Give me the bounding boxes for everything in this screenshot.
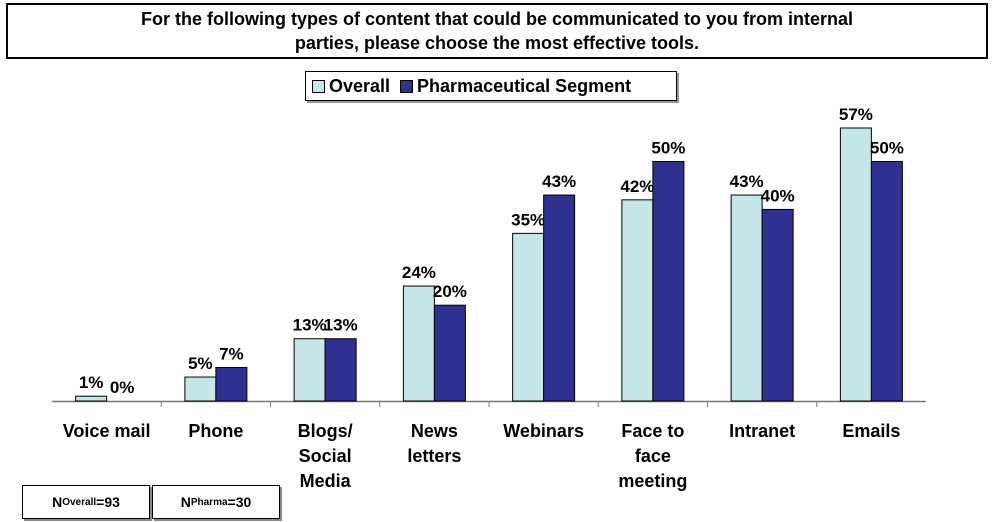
- n-pharma-sub: Pharma: [190, 496, 228, 508]
- x-tick-label: News: [411, 421, 458, 441]
- n-overall-suffix: =93: [96, 494, 120, 510]
- x-tick-label: Blogs/: [298, 421, 353, 441]
- bar-overall: [839, 127, 872, 402]
- data-label-pharma: 50%: [651, 139, 685, 158]
- legend-label-overall: Overall: [329, 75, 391, 96]
- bar-overall: [730, 194, 763, 402]
- x-tick-label: Intranet: [729, 421, 795, 441]
- data-label-overall: 57%: [839, 105, 873, 124]
- bar-pharma: [761, 208, 794, 402]
- n-overall-prefix: N: [52, 494, 63, 510]
- bar-overall: [512, 232, 545, 402]
- legend-item-overall: Overall: [312, 76, 390, 97]
- x-tick-label: face: [635, 446, 671, 466]
- legend-swatch-pharma: [400, 79, 414, 93]
- data-label-overall: 43%: [730, 172, 764, 191]
- bar-overall: [293, 338, 326, 402]
- data-label-overall: 42%: [620, 177, 654, 196]
- x-tick-label: meeting: [618, 471, 687, 491]
- x-tick-label: Social: [299, 446, 352, 466]
- bar-pharma: [433, 304, 466, 402]
- x-tick-label: Phone: [188, 421, 243, 441]
- bar-pharma: [324, 338, 357, 402]
- chart-legend: Overall Pharmaceutical Segment: [305, 71, 677, 101]
- bar-overall: [402, 285, 435, 402]
- data-label-overall: 24%: [402, 263, 436, 282]
- legend-item-pharma: Pharmaceutical Segment: [400, 76, 631, 97]
- data-label-pharma: 7%: [219, 344, 244, 363]
- chart-title: For the following types of content that …: [140, 9, 854, 53]
- data-label-pharma: 43%: [542, 172, 576, 191]
- x-tick-label: Webinars: [503, 421, 584, 441]
- data-label-overall: 1%: [79, 373, 104, 392]
- n-overall-sub: Overall: [62, 496, 97, 508]
- data-label-pharma: 0%: [110, 378, 135, 397]
- data-label-pharma: 13%: [324, 316, 358, 335]
- x-tick-label: Voice mail: [63, 421, 151, 441]
- n-pharma-note: N Pharma =30: [152, 485, 280, 519]
- x-tick-label: letters: [407, 446, 461, 466]
- legend-label-pharma: Pharmaceutical Segment: [417, 75, 632, 96]
- n-pharma-prefix: N: [180, 494, 191, 510]
- data-label-overall: 35%: [511, 210, 545, 229]
- data-label-overall: 5%: [188, 354, 213, 373]
- bar-overall: [75, 395, 108, 402]
- data-label-pharma: 40%: [761, 186, 795, 205]
- n-overall-note: N Overall =93: [22, 485, 150, 519]
- data-label-pharma: 50%: [870, 139, 904, 158]
- x-tick-label: Emails: [842, 421, 900, 441]
- chart-title-box: For the following types of content that …: [6, 3, 988, 59]
- bar-pharma: [215, 366, 248, 402]
- bar-overall: [621, 199, 654, 402]
- bar-overall: [184, 376, 217, 402]
- x-tick-label: Media: [300, 471, 352, 491]
- bar-pharma: [543, 194, 576, 402]
- legend-swatch-overall: [312, 79, 325, 93]
- data-label-pharma: 20%: [433, 282, 467, 301]
- n-pharma-suffix: =30: [227, 494, 252, 510]
- bar-pharma: [652, 161, 685, 402]
- bar-pharma: [870, 161, 903, 402]
- x-tick-label: Face to: [621, 421, 684, 441]
- data-label-overall: 13%: [293, 316, 327, 335]
